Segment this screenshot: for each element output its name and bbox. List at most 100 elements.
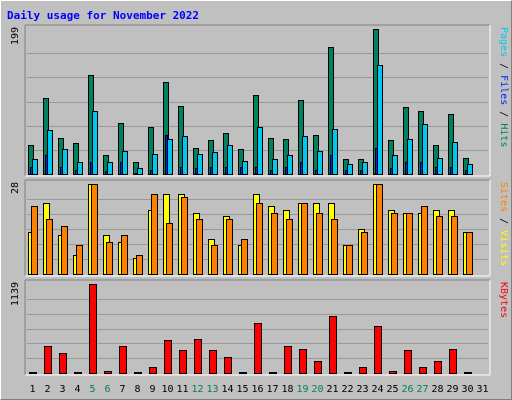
x-tick-label: 29 — [446, 384, 458, 395]
x-tick-label: 9 — [149, 384, 155, 395]
panel-2: 28 Sites / Visits — [10, 179, 509, 277]
bar-kbytes-day-12 — [194, 339, 202, 374]
chart-title: Daily usage for November 2022 — [7, 9, 199, 22]
bar-kbytes-day-21 — [329, 316, 337, 374]
bar-sites-day-12 — [196, 219, 203, 275]
bar-pages-day-2 — [47, 130, 53, 175]
bar-pages-day-10 — [167, 139, 173, 175]
x-tick-label: 24 — [371, 384, 383, 395]
bar-sites-day-3 — [61, 226, 68, 275]
bar-pages-day-30 — [467, 164, 473, 175]
bar-kbytes-day-15 — [239, 372, 247, 374]
x-tick-label: 10 — [161, 384, 173, 395]
bar-kbytes-day-24 — [374, 326, 382, 374]
legend-sites: Sites — [498, 182, 509, 212]
bar-kbytes-day-7 — [119, 346, 127, 374]
x-tick-label: 23 — [356, 384, 368, 395]
bar-kbytes-day-19 — [299, 349, 307, 374]
bar-kbytes-day-5 — [89, 284, 97, 374]
bar-pages-day-6 — [107, 162, 113, 175]
bar-kbytes-day-29 — [449, 349, 457, 374]
bar-pages-day-3 — [62, 149, 68, 175]
bar-pages-day-28 — [437, 158, 443, 175]
y-max-label: 28 — [10, 182, 21, 194]
x-tick-label: 11 — [176, 384, 188, 395]
bar-sites-day-18 — [286, 219, 293, 275]
bar-kbytes-day-18 — [284, 346, 292, 374]
bar-pages-day-21 — [332, 129, 338, 175]
x-tick-label: 12 — [191, 384, 203, 395]
x-tick-label: 7 — [119, 384, 125, 395]
x-tick-label: 31 — [476, 384, 488, 395]
panel-legend-label: Sites / Visits — [498, 182, 509, 266]
x-tick-label: 19 — [296, 384, 308, 395]
bar-pages-day-13 — [212, 152, 218, 175]
x-tick-label: 28 — [431, 384, 443, 395]
bar-kbytes-day-14 — [224, 357, 232, 374]
bar-sites-day-17 — [271, 213, 278, 275]
bar-sites-day-14 — [226, 219, 233, 275]
bar-sites-day-26 — [406, 213, 413, 275]
bar-kbytes-day-4 — [74, 372, 82, 374]
x-tick-label: 3 — [59, 384, 65, 395]
bar-pages-day-24 — [377, 65, 383, 175]
x-tick-label: 4 — [74, 384, 80, 395]
x-tick-label: 8 — [134, 384, 140, 395]
panel-legend-label: KBytes — [498, 282, 509, 318]
bar-sites-day-8 — [136, 255, 143, 275]
bar-pages-day-9 — [152, 154, 158, 175]
bar-sites-day-28 — [436, 216, 443, 275]
bar-sites-day-22 — [346, 245, 353, 275]
bar-sites-day-16 — [256, 203, 263, 275]
x-tick-label: 18 — [281, 384, 293, 395]
bar-pages-day-20 — [317, 151, 323, 175]
bar-kbytes-day-3 — [59, 353, 67, 374]
x-tick-label: 2 — [44, 384, 50, 395]
x-tick-label: 25 — [386, 384, 398, 395]
bar-sites-day-30 — [466, 232, 473, 275]
bar-kbytes-day-25 — [389, 371, 397, 374]
bar-sites-day-29 — [451, 216, 458, 275]
bar-pages-day-12 — [197, 154, 203, 175]
bar-pages-day-19 — [302, 136, 308, 175]
x-tick-label: 15 — [236, 384, 248, 395]
bar-kbytes-day-27 — [419, 367, 427, 374]
legend-visits: Visits — [498, 230, 509, 266]
bar-kbytes-day-9 — [149, 367, 157, 374]
bar-kbytes-day-16 — [254, 323, 262, 374]
x-tick-label: 14 — [221, 384, 233, 395]
bar-sites-day-21 — [331, 219, 338, 275]
bar-sites-day-1 — [31, 206, 38, 275]
legend-hits: Hits — [498, 123, 509, 147]
bar-kbytes-day-23 — [359, 367, 367, 374]
bar-sites-day-10 — [166, 223, 173, 275]
bar-kbytes-day-8 — [134, 372, 142, 374]
x-tick-label: 17 — [266, 384, 278, 395]
panel-3: 1139 KBytes — [10, 279, 509, 376]
x-tick-label: 16 — [251, 384, 263, 395]
bar-sites-day-2 — [46, 219, 53, 275]
bar-sites-day-27 — [421, 206, 428, 275]
bar-pages-day-7 — [122, 151, 128, 175]
x-tick-label: 30 — [461, 384, 473, 395]
bar-pages-day-26 — [407, 139, 413, 175]
bar-pages-day-14 — [227, 145, 233, 175]
x-tick-label: 21 — [326, 384, 338, 395]
legend-separator: / — [498, 212, 509, 230]
panel-1: 199 Pages / Files / Hits — [10, 24, 509, 177]
bar-sites-day-7 — [121, 235, 128, 275]
legend-kbytes: KBytes — [498, 282, 509, 318]
bar-sites-day-13 — [211, 245, 218, 275]
x-tick-label: 26 — [401, 384, 413, 395]
legend-separator: / — [498, 105, 509, 123]
x-tick-label: 5 — [89, 384, 95, 395]
bar-pages-day-15 — [242, 161, 248, 175]
bar-pages-day-18 — [287, 155, 293, 175]
bar-kbytes-day-1 — [29, 372, 37, 374]
bar-pages-day-25 — [392, 155, 398, 175]
y-max-label: 199 — [10, 27, 21, 45]
bar-pages-day-22 — [347, 164, 353, 175]
legend-pages: Pages — [498, 27, 509, 57]
bar-sites-day-5 — [91, 184, 98, 275]
